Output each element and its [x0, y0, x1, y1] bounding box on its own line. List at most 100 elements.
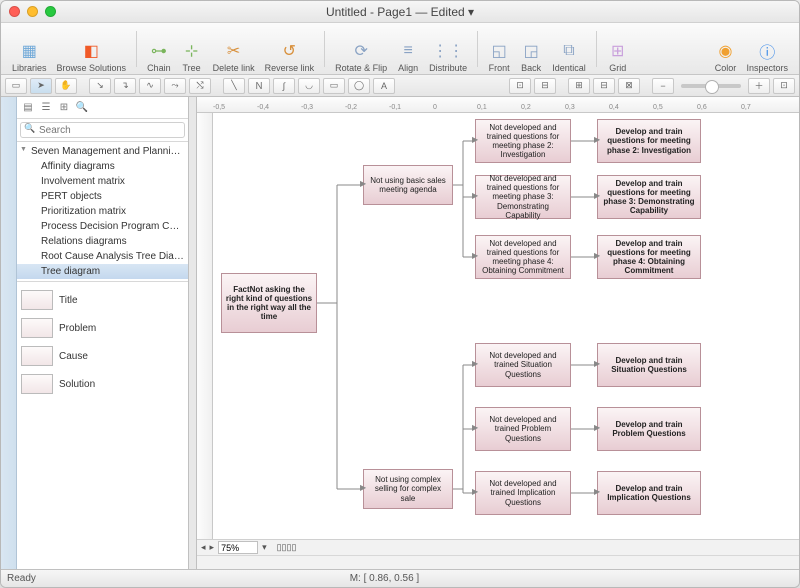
tool-ellipse[interactable]: ◯: [348, 78, 370, 94]
pages-icon[interactable]: ▯▯▯▯: [277, 542, 297, 553]
library-item[interactable]: Tree diagram: [17, 264, 188, 279]
panel-icon-1[interactable]: ▤: [21, 101, 35, 115]
tool-rect[interactable]: ▭: [323, 78, 345, 94]
stencil-shape-icon: [21, 290, 53, 310]
identical-button[interactable]: ⧉Identical: [549, 25, 589, 73]
browse-icon: ◧: [80, 40, 102, 62]
align-button[interactable]: ≡Align: [394, 25, 422, 73]
page-nav-right-icon[interactable]: ▸: [210, 542, 215, 553]
diagram-node[interactable]: Not developed and trained Problem Questi…: [475, 407, 571, 451]
grid-button[interactable]: ⊞Grid: [604, 25, 632, 73]
library-item[interactable]: Process Decision Program Chart: [17, 219, 188, 234]
library-item[interactable]: Affinity diagrams: [17, 159, 188, 174]
zoom-input[interactable]: [218, 541, 258, 554]
zoom-in-icon[interactable]: ＋: [748, 78, 770, 94]
diagram-node[interactable]: Develop and train questions for meeting …: [597, 175, 701, 219]
tool-group[interactable]: ⊡: [509, 78, 531, 94]
ruler-vertical: [197, 113, 213, 539]
stencil-row[interactable]: Cause: [21, 342, 184, 370]
tool-conn3[interactable]: ∿: [139, 78, 161, 94]
rotateflip-button[interactable]: ⟳Rotate & Flip: [332, 25, 390, 73]
panel-icon-2[interactable]: ☰: [39, 101, 53, 115]
diagram-node[interactable]: Not developed and trained questions for …: [475, 235, 571, 279]
diagram-node[interactable]: Develop and train Implication Questions: [597, 471, 701, 515]
library-item[interactable]: Involvement matrix: [17, 174, 188, 189]
zoom-step-icon[interactable]: ▾: [262, 542, 267, 553]
align-label: Align: [398, 63, 418, 73]
diagram-node[interactable]: Not developed and trained questions for …: [475, 119, 571, 163]
rotateflip-icon: ⟳: [350, 40, 372, 62]
page-nav-left-icon[interactable]: ◂: [201, 542, 206, 553]
tool-conn5[interactable]: ⤭: [189, 78, 211, 94]
tool-conn1[interactable]: ↘: [89, 78, 111, 94]
inspectors-button[interactable]: ⓘInspectors: [743, 25, 791, 73]
diagram-node[interactable]: Develop and train questions for meeting …: [597, 235, 701, 279]
splitter[interactable]: [189, 97, 197, 569]
zoom-icon[interactable]: [45, 6, 56, 17]
color-button[interactable]: ◉Color: [711, 25, 739, 73]
tool-pointer[interactable]: ▭: [5, 78, 27, 94]
browse-button[interactable]: ◧Browse Solutions: [54, 25, 130, 73]
diagram-node[interactable]: Not developed and trained Implication Qu…: [475, 471, 571, 515]
diagram-node[interactable]: Not developed and trained Situation Ques…: [475, 343, 571, 387]
stencil-label: Problem: [59, 323, 96, 334]
tool-select[interactable]: ➤: [30, 78, 52, 94]
search-toggle-icon[interactable]: 🔍: [75, 101, 89, 115]
stencil-label: Cause: [59, 351, 88, 362]
front-button[interactable]: ◱Front: [485, 25, 513, 73]
chain-button[interactable]: ⊶Chain: [144, 25, 174, 73]
library-item[interactable]: PERT objects: [17, 189, 188, 204]
reverselink-icon: ↺: [278, 40, 300, 62]
body: ▤ ☰ ⊞ 🔍 Seven Management and Planning T……: [1, 97, 799, 569]
tool-snap2[interactable]: ⊟: [593, 78, 615, 94]
diagram-node[interactable]: Not developed and trained questions for …: [475, 175, 571, 219]
library-item[interactable]: Prioritization matrix: [17, 204, 188, 219]
diagram-node[interactable]: Develop and train Problem Questions: [597, 407, 701, 451]
diagram-node[interactable]: Not using basic sales meeting agenda: [363, 165, 453, 205]
h-scrollbar[interactable]: [197, 555, 799, 569]
left-gutter: [1, 97, 17, 569]
library-header[interactable]: Seven Management and Planning T…: [17, 144, 188, 159]
canvas[interactable]: FactNot asking the right kind of questio…: [213, 113, 799, 539]
tool-conn4[interactable]: ⤳: [164, 78, 186, 94]
library-item[interactable]: Relations diagrams: [17, 234, 188, 249]
tool-arc[interactable]: ◡: [298, 78, 320, 94]
zoom-slider[interactable]: [681, 84, 741, 88]
ruler-horizontal: -0,5-0,4-0,3-0,2-0,100,10,20,30,40,50,60…: [197, 97, 799, 113]
grid-icon[interactable]: ⊞: [57, 101, 71, 115]
stencil-row[interactable]: Solution: [21, 370, 184, 398]
diagram-node[interactable]: Develop and train questions for meeting …: [597, 119, 701, 163]
diagram-node[interactable]: Develop and train Situation Questions: [597, 343, 701, 387]
reverselink-button[interactable]: ↺Reverse link: [262, 25, 318, 73]
libraries-button[interactable]: ▦Libraries: [9, 25, 50, 73]
tool-text[interactable]: A: [373, 78, 395, 94]
identical-label: Identical: [552, 63, 586, 73]
stencil-label: Solution: [59, 379, 95, 390]
diagram-node[interactable]: FactNot asking the right kind of questio…: [221, 273, 317, 333]
diagram-node[interactable]: Not using complex selling for complex sa…: [363, 469, 453, 509]
stencil-row[interactable]: Title: [21, 286, 184, 314]
distribute-button[interactable]: ⋮⋮Distribute: [426, 25, 470, 73]
tool-snap1[interactable]: ⊞: [568, 78, 590, 94]
stencil-row[interactable]: Problem: [21, 314, 184, 342]
tool-ungroup[interactable]: ⊟: [534, 78, 556, 94]
tool-curve[interactable]: ∫: [273, 78, 295, 94]
canvas-body: FactNot asking the right kind of questio…: [197, 113, 799, 539]
tool-hand[interactable]: ✋: [55, 78, 77, 94]
grid-icon: ⊞: [607, 40, 629, 62]
tool-polyline[interactable]: Ｎ: [248, 78, 270, 94]
library-item[interactable]: Root Cause Analysis Tree Diagram: [17, 249, 188, 264]
tool-snap3[interactable]: ⊠: [618, 78, 640, 94]
deletelink-button[interactable]: ✂Delete link: [210, 25, 258, 73]
tool-line[interactable]: ╲: [223, 78, 245, 94]
minimize-icon[interactable]: [27, 6, 38, 17]
tool-conn2[interactable]: ↴: [114, 78, 136, 94]
search-input[interactable]: [20, 122, 185, 138]
zoom-fit-icon[interactable]: ⊡: [773, 78, 795, 94]
tree-button[interactable]: ⊹Tree: [178, 25, 206, 73]
zoom-out-icon[interactable]: −: [652, 78, 674, 94]
color-icon: ◉: [714, 40, 736, 62]
deletelink-icon: ✂: [223, 40, 245, 62]
close-icon[interactable]: [9, 6, 20, 17]
back-button[interactable]: ◲Back: [517, 25, 545, 73]
